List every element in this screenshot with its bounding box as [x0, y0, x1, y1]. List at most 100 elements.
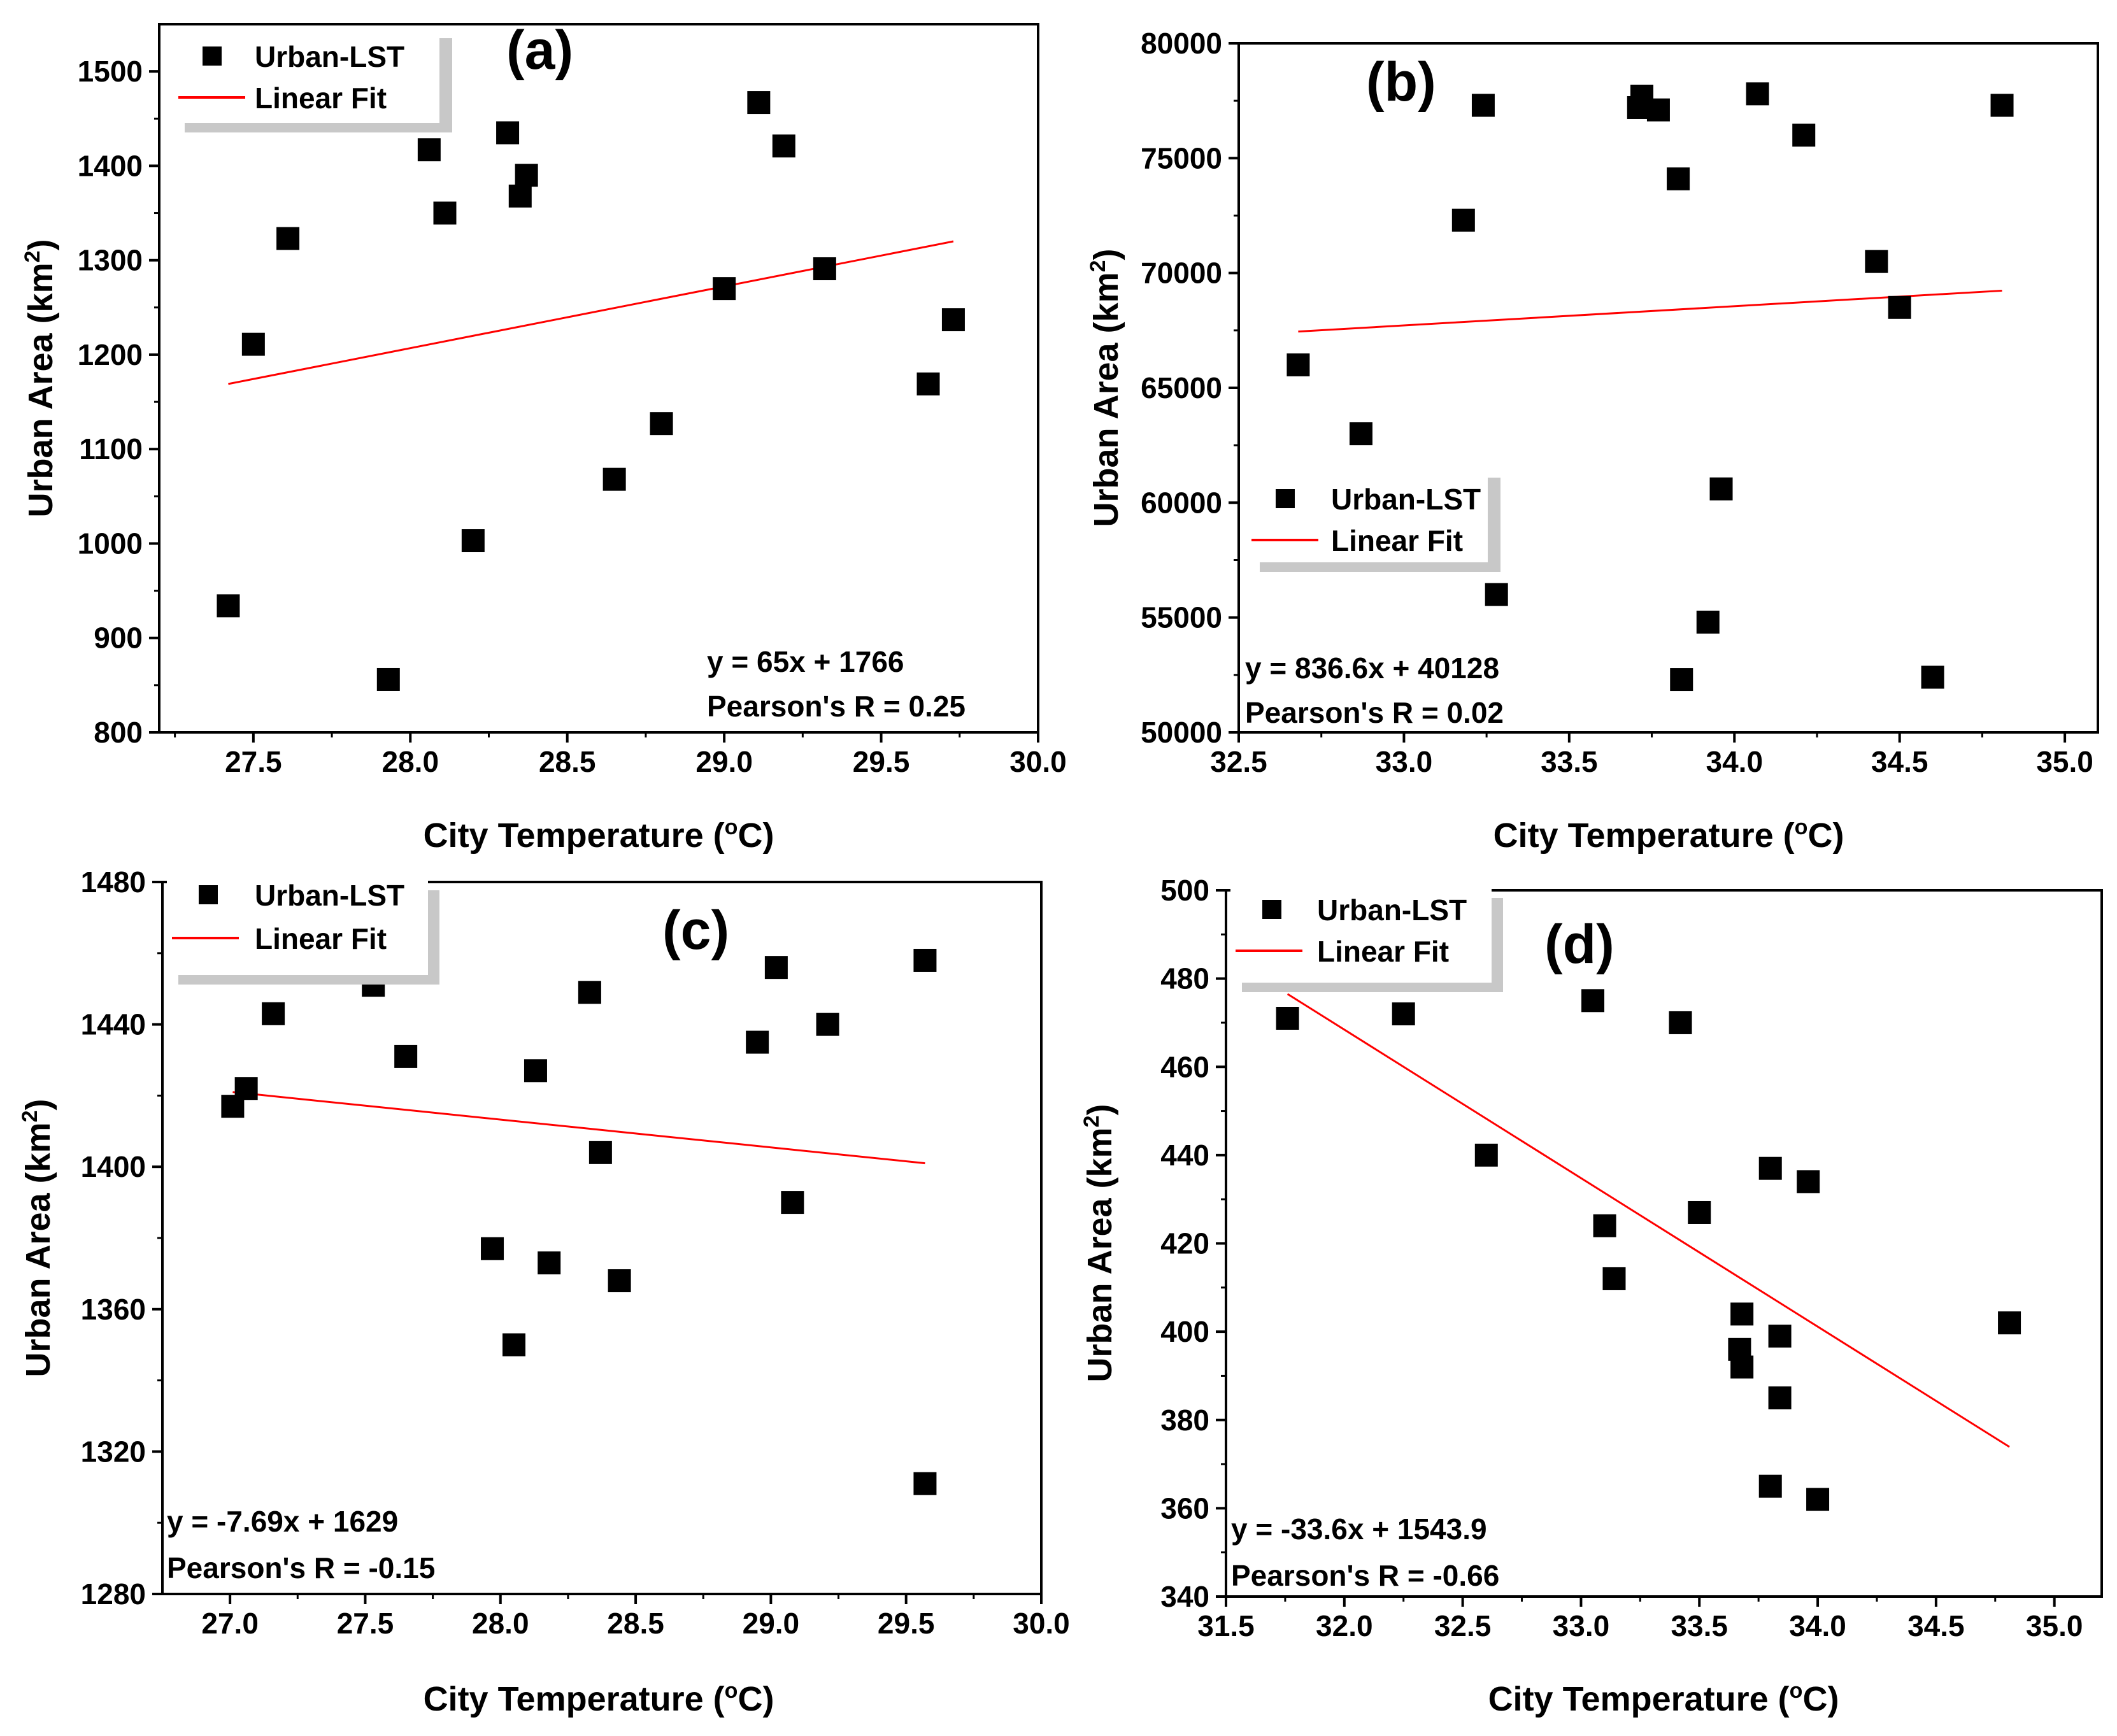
legend-marker-icon [1262, 900, 1281, 919]
data-point [394, 1044, 418, 1068]
y-tick-label: 360 [1160, 1491, 1209, 1525]
x-tick-label: 31.5 [1197, 1609, 1255, 1642]
data-point [376, 667, 400, 691]
y-tick-label: 1360 [81, 1293, 146, 1326]
y-tick-label: 460 [1160, 1050, 1209, 1083]
y-axis-title: Urban Area (km2) [1086, 248, 1125, 527]
data-point [1746, 82, 1769, 106]
x-tick-label: 35.0 [2026, 1609, 2083, 1642]
data-point [816, 1013, 839, 1036]
y-tick-label: 1000 [78, 527, 143, 560]
x-tick-label: 28.5 [607, 1607, 664, 1640]
data-points-layer [217, 91, 965, 691]
data-point [481, 1237, 504, 1260]
panel-label: (a) [506, 20, 573, 81]
data-point [1688, 1200, 1711, 1224]
pearson-annotation: Pearson's R = -0.15 [167, 1551, 435, 1584]
data-point [433, 201, 457, 225]
data-point [1768, 1325, 1792, 1348]
y-tick-label: 55000 [1141, 601, 1222, 634]
data-point [503, 1333, 525, 1356]
y-tick-label: 65000 [1141, 371, 1222, 404]
pearson-annotation: Pearson's R = -0.66 [1231, 1559, 1499, 1592]
data-point [1287, 353, 1310, 376]
data-point [1758, 1156, 1782, 1180]
x-tick-label: 32.5 [1210, 745, 1267, 778]
data-point [496, 121, 520, 145]
pearson-annotation: Pearson's R = 0.02 [1245, 696, 1504, 729]
panel-label: (b) [1366, 52, 1436, 113]
data-point [1888, 295, 1911, 319]
data-point [602, 467, 626, 491]
legend: Urban-LST Linear Fit [167, 879, 439, 985]
legend-marker-icon [203, 46, 222, 66]
x-tick-label: 33.5 [1671, 1609, 1728, 1642]
data-point [1768, 1386, 1792, 1410]
data-point [781, 1191, 804, 1214]
y-tick-label: 70000 [1141, 257, 1222, 290]
linear-fit-layer [232, 1091, 925, 1165]
data-point [1593, 1214, 1616, 1237]
y-tick-label: 1400 [81, 1150, 146, 1183]
data-point [713, 277, 736, 301]
linear-fit-layer [228, 240, 954, 385]
x-tick-label: 34.5 [1907, 1609, 1965, 1642]
x-tick-label: 28.5 [539, 745, 596, 778]
legend-label-series: Urban-LST [255, 40, 404, 73]
axis-ticks: 27.0 27.5 28.0 28.5 29.0 29.5 30.0 1280 1320 1360… [81, 865, 1070, 1640]
y-tick-label: 1200 [78, 338, 143, 371]
axis-ticks: 27.5 28.0 28.5 29.0 29.5 30.0 800 900 1000 1100 12… [78, 55, 1067, 778]
panel-label: (c) [662, 900, 729, 961]
data-point [1670, 668, 1693, 692]
x-tick-label: 29.0 [743, 1607, 800, 1640]
y-axis-title: Urban Area (km2) [20, 239, 60, 517]
data-point [650, 412, 673, 436]
data-point [1797, 1170, 1820, 1193]
data-point [1646, 98, 1670, 122]
x-tick-label: 29.5 [853, 745, 910, 778]
data-point [1792, 124, 1816, 147]
y-tick-label: 1320 [81, 1435, 146, 1468]
y-tick-label: 50000 [1141, 716, 1222, 749]
x-tick-label: 34.0 [1789, 1609, 1846, 1642]
data-point [1276, 1007, 1299, 1030]
y-tick-label: 340 [1160, 1580, 1209, 1613]
panel-d: 31.5 32.0 32.5 33.0 33.5 34.0 34.5 35.0 340 360 38… [1080, 874, 2103, 1718]
data-point [1921, 665, 1944, 689]
x-tick-label: 27.5 [225, 745, 282, 778]
data-point [1998, 1311, 2021, 1335]
linear-fit-line [228, 240, 954, 385]
x-tick-label: 27.5 [337, 1607, 394, 1640]
legend: Urban-LST Linear Fit [1247, 468, 1500, 572]
panel-label: (d) [1544, 914, 1614, 975]
x-tick-label: 29.0 [695, 745, 753, 778]
x-axis-title: City Temperature (oC) [1493, 815, 1844, 855]
y-tick-label: 440 [1160, 1139, 1209, 1172]
x-tick-label: 32.5 [1434, 1609, 1492, 1642]
x-tick-label: 30.0 [1009, 745, 1067, 778]
data-point [1990, 94, 2014, 117]
x-axis-title: City Temperature (oC) [424, 815, 774, 855]
x-tick-label: 33.5 [1541, 745, 1598, 778]
data-point [241, 332, 265, 356]
data-point [1667, 167, 1690, 190]
plot-frame [161, 881, 1043, 1595]
x-tick-label: 30.0 [1013, 1607, 1070, 1640]
data-point [746, 1030, 769, 1054]
axis-ticks: 31.5 32.0 32.5 33.0 33.5 34.0 34.5 35.0 340 360 38… [1160, 874, 2083, 1642]
y-tick-label: 80000 [1141, 27, 1222, 60]
data-point [508, 184, 532, 208]
x-tick-label: 28.0 [472, 1607, 529, 1640]
legend-label-fit: Linear Fit [1317, 935, 1449, 968]
data-point [913, 948, 937, 972]
legend-label-series: Urban-LST [1317, 893, 1467, 927]
data-points-layer [221, 948, 937, 1495]
data-point [1471, 94, 1495, 117]
x-tick-label: 34.0 [1706, 745, 1764, 778]
legend-label-series: Urban-LST [255, 879, 404, 912]
y-tick-label: 1100 [79, 432, 143, 466]
x-tick-label: 27.0 [201, 1607, 259, 1640]
y-tick-label: 500 [1160, 874, 1209, 907]
data-point [1865, 250, 1888, 273]
